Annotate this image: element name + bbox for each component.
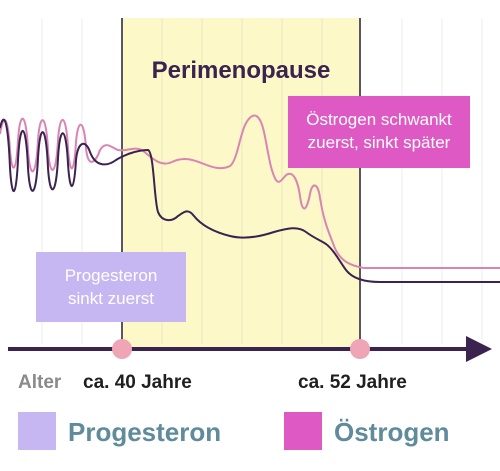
series-line-progesterone xyxy=(0,118,500,283)
annotation-estrogen: Östrogen schwankt zuerst, sinkt später xyxy=(288,96,470,168)
annotation-progesterone-box xyxy=(36,252,186,322)
x-tick-label-40: ca. 40 Jahre xyxy=(83,372,192,393)
x-axis-arrowhead xyxy=(466,336,492,362)
x-axis-label: Alter xyxy=(18,372,62,393)
legend: Progesteron Östrogen xyxy=(18,412,450,450)
annotation-progesterone-line2: sinkt zuerst xyxy=(68,289,154,308)
annotation-estrogen-line2: zuerst, sinkt später xyxy=(308,133,451,152)
legend-label-estrogen: Östrogen xyxy=(334,417,450,447)
legend-swatch-estrogen xyxy=(284,412,322,450)
annotation-progesterone-line1: Progesteron xyxy=(65,266,158,285)
perimenopause-label: Perimenopause xyxy=(152,57,331,84)
x-tick-label-52: ca. 52 Jahre xyxy=(298,372,407,393)
annotation-progesterone: Progesteron sinkt zuerst xyxy=(36,252,186,322)
grid-lines xyxy=(41,18,483,344)
annotation-estrogen-line1: Östrogen schwankt xyxy=(306,110,452,129)
series-line-estrogen xyxy=(0,114,500,269)
legend-swatch-progesterone xyxy=(18,412,56,450)
x-axis-marker-52 xyxy=(350,339,370,359)
x-axis-marker-40 xyxy=(112,339,132,359)
annotation-estrogen-box xyxy=(288,96,470,168)
legend-label-progesterone: Progesteron xyxy=(68,417,221,447)
